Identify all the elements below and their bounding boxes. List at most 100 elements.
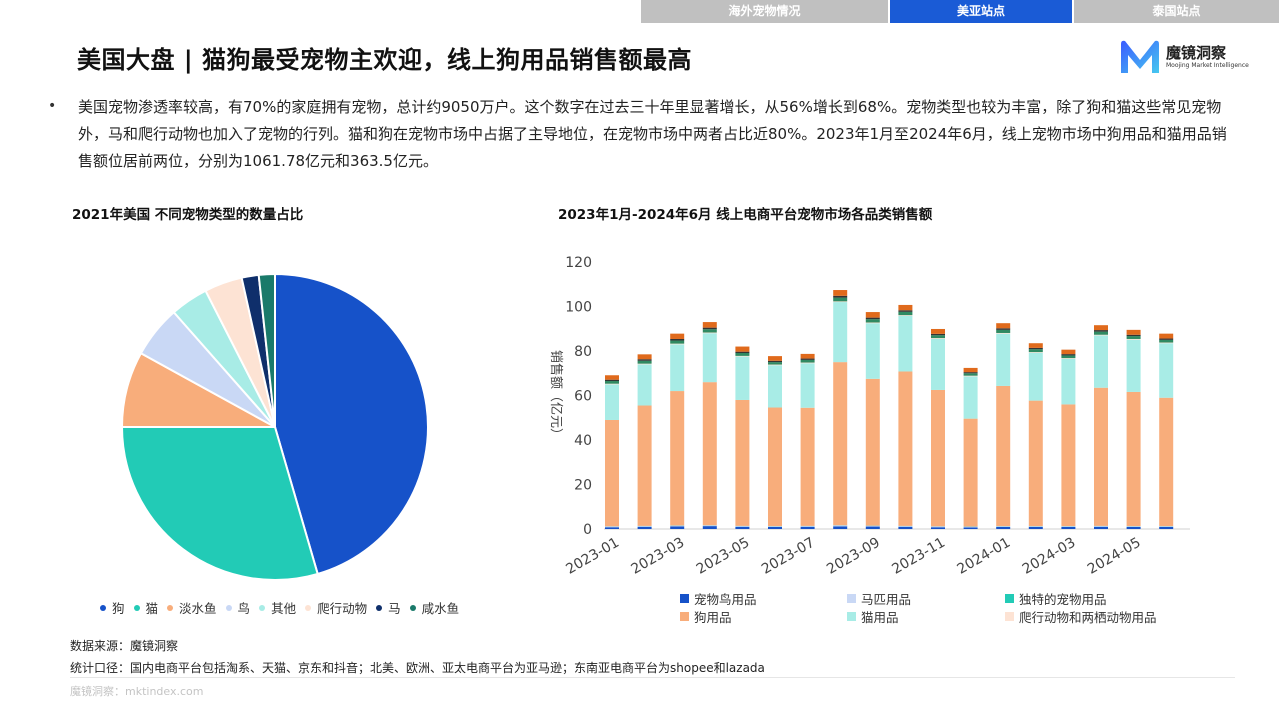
bar-segment <box>702 327 717 330</box>
bullet-marker: • <box>48 98 57 114</box>
x-tick-label: 2024-05 <box>1085 535 1144 578</box>
bar-segment <box>833 526 848 529</box>
x-tick-label: 2023-11 <box>889 535 948 578</box>
bar-segment <box>898 315 913 372</box>
bar-segment <box>1094 334 1108 336</box>
y-tick-label: 20 <box>574 478 592 494</box>
bar-segment <box>1094 387 1108 526</box>
bar-segment <box>963 526 978 528</box>
bar-segment <box>996 526 1011 527</box>
bar-segment <box>931 335 945 339</box>
bar-segment <box>1028 349 1043 353</box>
bar-segment <box>898 311 913 316</box>
bar-segment <box>865 323 880 379</box>
bar-segment <box>637 354 652 360</box>
bar-segment <box>963 527 978 529</box>
tab-amazon-us[interactable]: 美亚站点 <box>890 0 1072 23</box>
legend-swatch <box>100 604 106 611</box>
bar-segment <box>1159 339 1174 343</box>
bar-segment <box>735 526 750 527</box>
bar-segment <box>1028 526 1043 529</box>
bar-segment <box>670 340 685 344</box>
bar-segment <box>670 344 685 392</box>
bar-segment <box>833 297 848 302</box>
legend-swatch <box>133 604 140 611</box>
bar-segment <box>702 332 717 334</box>
bar-segment <box>996 385 1011 527</box>
tab-overseas-pet[interactable]: 海外宠物情况 <box>641 0 888 23</box>
bar-segment <box>1094 335 1108 388</box>
legend-swatch <box>376 604 383 611</box>
bar-segment <box>1061 526 1076 529</box>
bar-segment <box>833 302 848 363</box>
bar-segment <box>1126 339 1141 392</box>
bar-segment <box>605 419 619 527</box>
page-title: 美国大盘 | 猫狗最受宠物主欢迎，线上狗用品销售额最高 <box>77 46 692 74</box>
bar-segment <box>996 323 1011 329</box>
bar-segment <box>996 333 1011 386</box>
bar-segment <box>800 359 815 363</box>
bar-segment <box>605 375 619 380</box>
y-tick-label: 120 <box>565 255 592 271</box>
bar-segment <box>1061 349 1076 355</box>
bar-legend-label: 狗用品 <box>694 610 732 625</box>
x-tick-label: 2023-09 <box>824 535 883 578</box>
bar-segment <box>768 360 782 363</box>
bar-segment <box>898 315 913 316</box>
x-tick-label: 2024-03 <box>1020 535 1079 578</box>
bar-segment <box>1159 397 1174 527</box>
legend-swatch <box>680 612 689 621</box>
bar-segment <box>735 355 750 357</box>
bar-segment <box>670 338 685 341</box>
bar-segment <box>1094 325 1108 331</box>
bar-segment <box>1126 526 1141 527</box>
bar-segment <box>1028 352 1043 353</box>
bar-segment <box>1126 338 1141 340</box>
bar-segment <box>768 526 782 527</box>
bar-segment <box>865 317 880 320</box>
pie-legend-item: 马 <box>376 598 401 617</box>
bar-legend-item: 狗用品 <box>680 607 732 626</box>
bar-segment <box>637 526 652 529</box>
bar-segment <box>931 338 945 339</box>
bar-segment <box>1159 342 1174 344</box>
bar-segment <box>1061 354 1076 356</box>
bar-legend-item: 猫用品 <box>847 607 899 626</box>
pie-legend-item: 淡水鱼 <box>167 598 217 617</box>
scope-note: 统计口径：国内电商平台包括淘系、天猫、京东和抖音；北美、欧洲、亚太电商平台为亚马… <box>70 661 765 675</box>
legend-swatch <box>225 604 232 611</box>
bar-segment <box>996 526 1011 529</box>
brand-m-icon <box>1121 40 1159 73</box>
bar-segment <box>768 356 782 361</box>
bar-segment <box>1028 343 1043 348</box>
top-tab-bar: 海外宠物情况 美亚站点 泰国站点 <box>641 0 1280 23</box>
pie-legend-label: 鸟 <box>237 601 251 616</box>
bar-segment <box>1061 358 1076 359</box>
bar-segment <box>963 376 978 419</box>
pie-legend-label: 其他 <box>271 601 297 616</box>
bar-segment <box>1094 331 1108 335</box>
bar-segment <box>898 310 913 312</box>
bar-segment <box>605 526 619 528</box>
bar-segment <box>670 343 685 345</box>
bar-segment <box>605 384 619 420</box>
pie-legend-item: 咸水鱼 <box>409 598 459 617</box>
tab-thailand[interactable]: 泰国站点 <box>1074 0 1279 23</box>
bar-segment <box>768 407 782 527</box>
bar-segment <box>996 332 1011 334</box>
bar-chart-title: 2023年1月-2024年6月 线上电商平台宠物市场各品类销售额 <box>558 207 933 223</box>
bar-segment <box>963 418 978 527</box>
bar-segment <box>800 526 815 529</box>
bar-segment <box>1028 347 1043 350</box>
bar-segment <box>637 360 652 364</box>
bar-segment <box>1126 391 1141 527</box>
summary-paragraph: 美国宠物渗透率较高，有70%的家庭拥有宠物，总计约9050万户。这个数字在过去三… <box>78 98 1227 170</box>
bar-segment <box>735 356 750 400</box>
x-tick-label: 2024-01 <box>955 535 1014 578</box>
legend-swatch <box>167 604 174 611</box>
bar-segment <box>1159 343 1174 398</box>
bar-segment <box>670 391 685 526</box>
bar-legend-label: 爬行动物和两栖动物用品 <box>1019 610 1157 625</box>
pie-legend-item: 其他 <box>259 598 296 617</box>
x-tick-label: 2023-03 <box>629 535 688 578</box>
